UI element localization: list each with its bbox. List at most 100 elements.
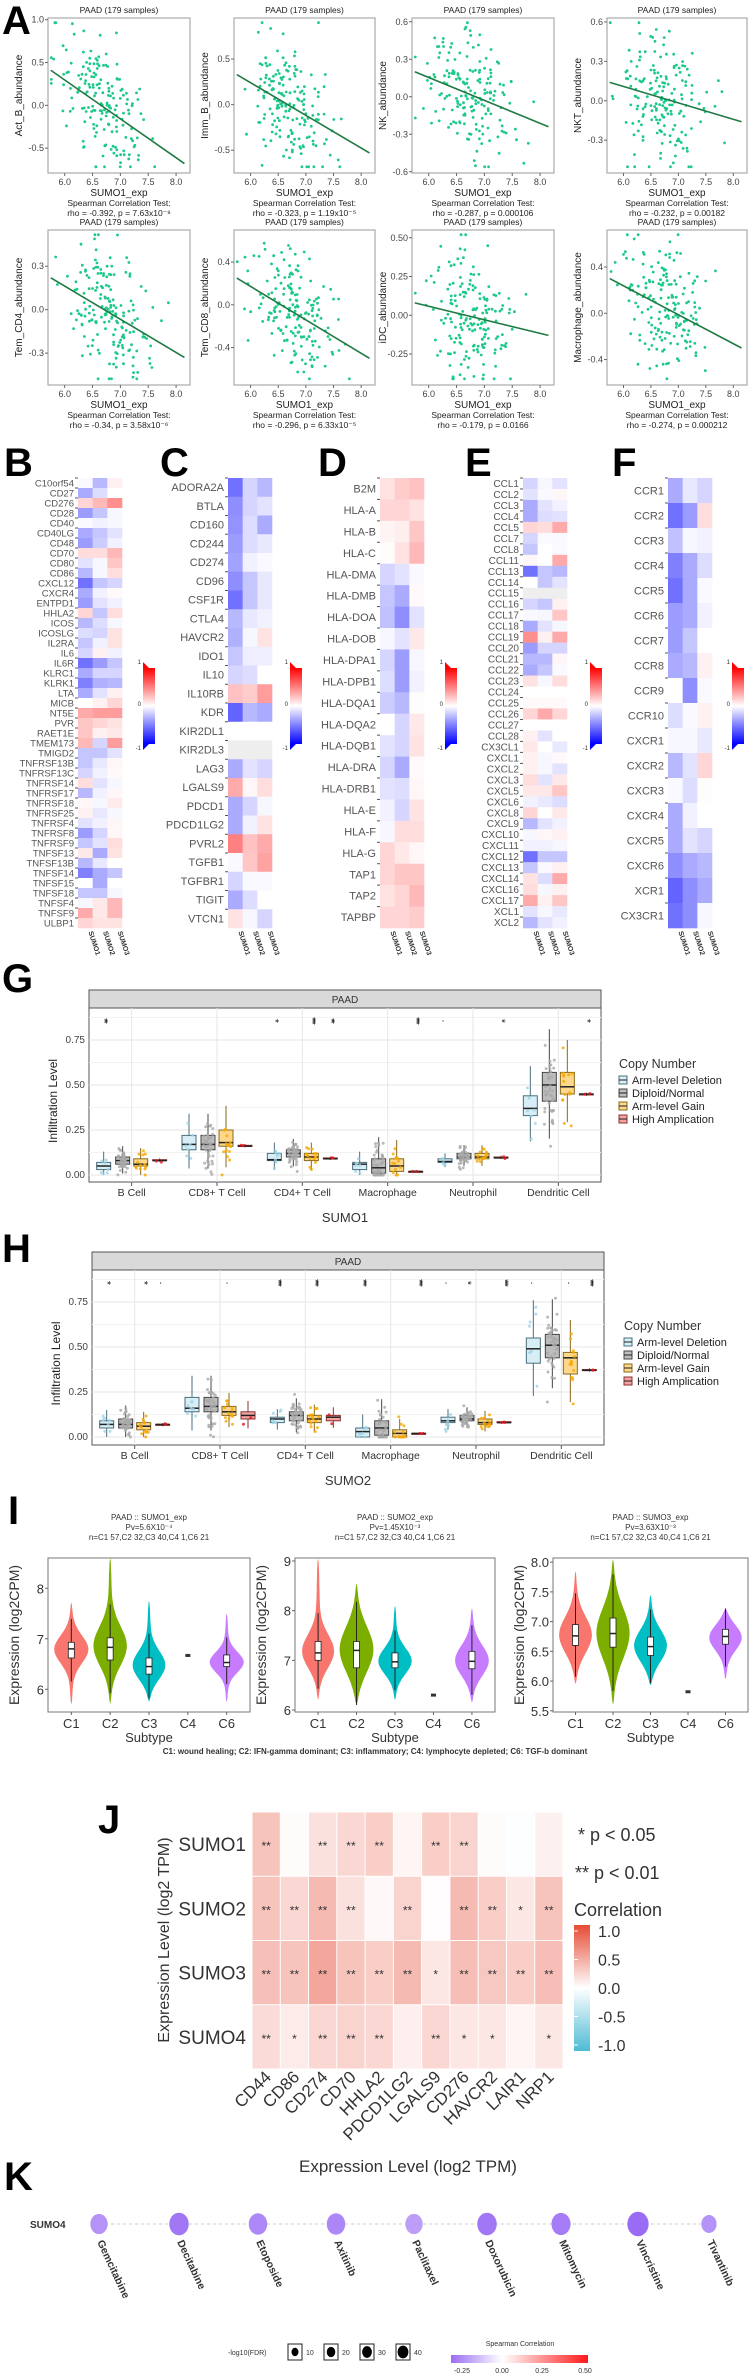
data-point [101,286,104,290]
data-point [252,254,256,257]
drug-dot [477,2212,497,2236]
heatmap-cell [682,778,698,804]
data-point [273,119,276,123]
gene-label: CCL28 [488,731,520,742]
data-point [453,340,456,344]
heatmap-cell [78,658,93,669]
jitter-point [120,1426,124,1430]
jitter-point [464,1145,468,1149]
heatmap-cell [552,719,568,731]
data-point [650,265,653,268]
heatmap-cell [697,803,713,829]
gene-label: KLRC1 [43,668,74,679]
data-point [136,158,140,162]
x-tick-label: C3 [141,1716,158,1731]
data-point [287,244,290,247]
data-point [664,315,667,319]
gene-label: CCR3 [634,535,664,547]
data-point [626,165,629,169]
data-point [699,120,702,124]
data-point [665,331,669,334]
significance-marker: ** [375,2032,385,2046]
data-point [636,96,640,100]
drug-label: Decitabine [174,2238,207,2291]
data-point [309,73,313,77]
checkpoint-heatmap: SUMO1 ** ** ** ** ** **SUMO2 ** ** ** ** ** ** ** * **S… [156,1812,662,2144]
scatter-plot: PAAD (179 samples)-0.40.00.46.0 6.5 7.0 7.5… [573,217,748,430]
heatmap-cell [537,488,553,501]
data-point [107,104,111,107]
heatmap-cell [697,878,713,904]
x-tick-label: 8.0 [534,389,547,399]
jitter-point [123,1159,127,1163]
heatmap-cell [78,688,93,699]
data-point [481,338,484,341]
gene-label: XCR1 [635,885,664,897]
data-point [641,79,645,83]
jitter-point [292,1415,296,1419]
x-tick-label: 7.5 [506,389,519,399]
data-point [483,165,486,169]
data-point [309,279,313,283]
heatmap-cell [409,499,425,522]
jitter-point [570,1072,574,1076]
heatmap-cell [242,815,258,835]
single-sample-marker [685,1690,691,1694]
heatmap-cell [552,675,568,687]
heatmap-cell [537,851,553,863]
heatmap-cell [309,2005,337,2069]
heatmap-cell [537,829,553,841]
heatmap-cell [552,565,568,578]
gene-label: CXCR2 [627,760,664,772]
gene-label: TNFRSF13C [19,768,74,779]
gene-label: TNFRSF9 [31,838,74,849]
data-point [311,307,315,310]
jitter-point [128,1422,132,1426]
heatmap-cell [450,1876,478,1940]
jitter-point [103,1429,107,1433]
heatmap-cell [380,542,395,565]
data-point [450,42,454,45]
heatmap-cell [252,1941,280,2005]
data-point [668,240,672,244]
data-point [127,261,131,264]
data-point [297,137,301,141]
column-label: SUMO1 [676,930,690,956]
data-point [96,272,100,275]
heatmap-cell [552,543,568,556]
data-point [61,109,65,113]
data-point [71,107,75,110]
data-point [483,88,487,92]
heatmap-cell [523,851,538,863]
jitter-point [101,1418,105,1422]
data-point [471,70,475,73]
heatmap-cell [697,478,713,504]
data-point [687,329,691,333]
gene-label: HLA-DOB [327,634,376,646]
heatmap-cell [537,565,553,578]
data-point [449,352,452,356]
data-point [467,287,470,291]
data-point [296,305,300,309]
data-point [103,144,107,148]
gene-label: CXCR5 [627,835,664,847]
y-tick-label: 7 [37,1632,44,1647]
data-point [91,86,95,89]
data-point [662,115,666,119]
heatmap-cell [92,628,108,639]
gene-label: CCL5 [493,523,519,534]
jitter-point [220,1173,224,1177]
jitter-point [305,1146,309,1150]
data-point [288,77,292,81]
x-axis-label: SUMO1_exp [276,188,334,199]
drug-label: Axitinib [331,2238,358,2278]
data-point [278,81,281,85]
data-point [326,326,330,330]
jitter-point [309,1425,313,1429]
data-point [108,300,112,303]
jitter-point [393,1162,397,1165]
data-point [476,323,480,326]
data-point [455,304,458,308]
row-label: SUMO3 [178,1964,246,1985]
x-tick-label: 6.5 [86,389,99,399]
